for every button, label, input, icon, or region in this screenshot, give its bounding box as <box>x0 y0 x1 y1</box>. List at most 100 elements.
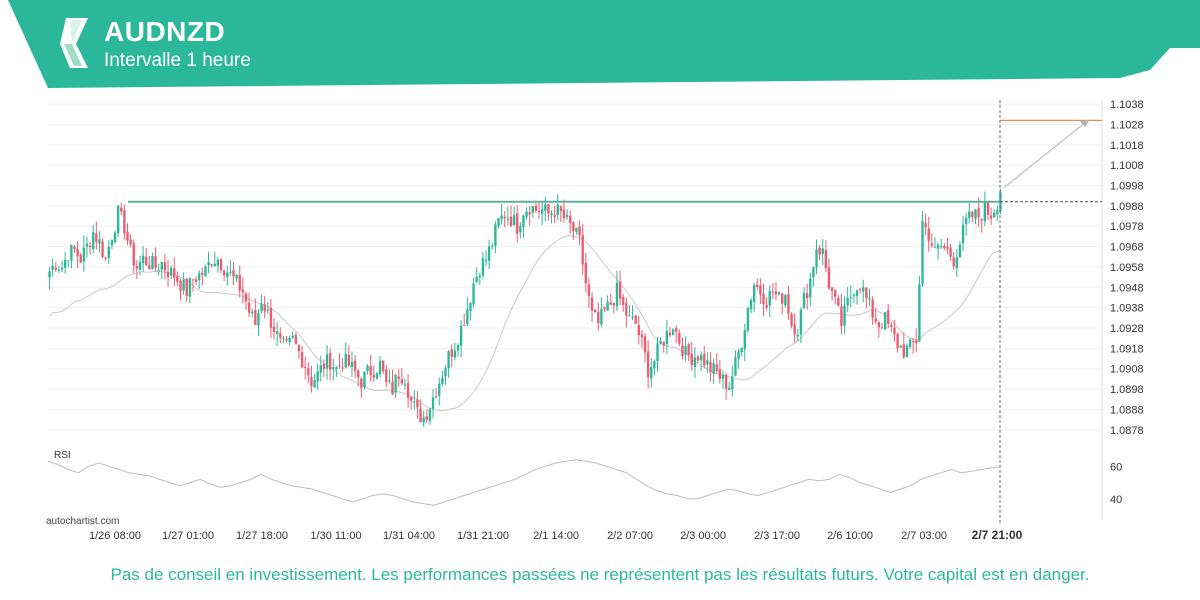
candle-down <box>675 328 678 332</box>
candle-down <box>818 247 821 255</box>
candle-down <box>634 315 637 324</box>
candle-down <box>300 352 304 368</box>
candle-down <box>880 327 884 329</box>
candle-down <box>603 307 606 310</box>
candle-down <box>640 334 644 338</box>
candle-down <box>718 369 722 379</box>
candle-down <box>338 365 341 367</box>
candle-up <box>466 309 469 325</box>
candle-down <box>194 279 198 282</box>
projection-arrow-line <box>1003 119 1089 189</box>
candle-up <box>82 247 86 262</box>
candle-down <box>724 374 728 389</box>
candle-down <box>871 299 874 318</box>
candle-up <box>403 384 407 386</box>
candle-down <box>322 363 326 369</box>
candle-down <box>915 340 918 344</box>
price-tick-label: 1.1038 <box>1110 99 1144 111</box>
candle-down <box>865 287 868 298</box>
time-tick-label: 2/3 00:00 <box>680 530 726 542</box>
candle-down <box>893 327 896 335</box>
candle-down <box>132 243 135 266</box>
candle-down <box>668 332 672 336</box>
price-tick-label: 1.1018 <box>1110 140 1144 152</box>
candle-down <box>762 293 765 305</box>
candle-up <box>731 376 734 390</box>
time-tick-label: 1/31 04:00 <box>383 530 435 542</box>
candle-up <box>497 218 500 226</box>
candle-up <box>350 361 354 368</box>
candle-up <box>319 365 322 373</box>
candle-up <box>743 330 746 350</box>
candle-up <box>815 249 818 268</box>
candle-up <box>51 265 54 270</box>
candle-down <box>219 259 223 271</box>
candle-down <box>166 271 170 278</box>
candle-up <box>812 266 815 278</box>
watermark-text: autochartist.com <box>46 516 119 527</box>
candle-down <box>406 383 410 398</box>
candle-down <box>690 353 693 366</box>
candle-down <box>989 215 993 219</box>
candle-down <box>391 381 394 395</box>
candle-up <box>918 284 921 342</box>
price-tick-label: 1.0978 <box>1110 221 1144 233</box>
candle-down <box>681 345 684 357</box>
candle-up <box>908 339 912 347</box>
candle-down <box>952 257 955 267</box>
candle-down <box>547 204 550 214</box>
candle-down <box>593 309 597 313</box>
candle-down <box>756 284 759 288</box>
candle-up <box>936 245 940 249</box>
candle-down <box>210 264 213 266</box>
time-tick-label: 1/27 01:00 <box>162 530 214 542</box>
candle-down <box>263 304 266 312</box>
candle-up <box>531 206 534 213</box>
candle-down <box>95 233 98 243</box>
candle-down <box>145 256 148 265</box>
candle-down <box>360 378 363 388</box>
candle-up <box>257 312 260 326</box>
candle-down <box>201 272 204 275</box>
candle-down <box>715 364 718 371</box>
candle-down <box>73 246 76 250</box>
candle-up <box>650 367 653 379</box>
candle-up <box>428 409 432 422</box>
candle-up <box>921 221 924 285</box>
candle-up <box>540 209 544 214</box>
candle-down <box>425 416 428 420</box>
candle-down <box>646 351 650 377</box>
candle-down <box>609 302 612 305</box>
candles-group <box>48 188 1002 427</box>
candle-down <box>930 243 934 246</box>
candle-up <box>712 363 715 374</box>
candle-up <box>48 271 51 278</box>
candle-down <box>191 279 195 281</box>
rsi-tick-label: 60 <box>1110 461 1122 473</box>
candle-up <box>459 325 463 346</box>
candle-down <box>148 265 151 269</box>
candle-down <box>787 294 790 314</box>
candle-up <box>375 373 379 379</box>
price-tick-label: 1.0878 <box>1110 425 1144 437</box>
candle-up <box>699 354 703 361</box>
candle-up <box>653 361 656 369</box>
candle-down <box>54 267 57 270</box>
candle-down <box>790 313 793 326</box>
candle-up <box>955 257 958 269</box>
candle-down <box>534 205 538 212</box>
candle-down <box>696 356 700 361</box>
candle-down <box>528 212 531 215</box>
candle-down <box>597 311 600 324</box>
time-tick-label: 2/6 10:00 <box>827 530 873 542</box>
candle-down <box>781 293 784 304</box>
candle-down <box>232 270 235 277</box>
candle-up <box>968 211 971 219</box>
candle-down <box>400 379 404 384</box>
candle-up <box>484 259 488 261</box>
candle-up <box>344 353 347 368</box>
candle-up <box>110 240 114 246</box>
candle-up <box>749 300 753 310</box>
time-tick-label: 1/27 18:00 <box>236 530 288 542</box>
candle-down <box>222 270 226 276</box>
